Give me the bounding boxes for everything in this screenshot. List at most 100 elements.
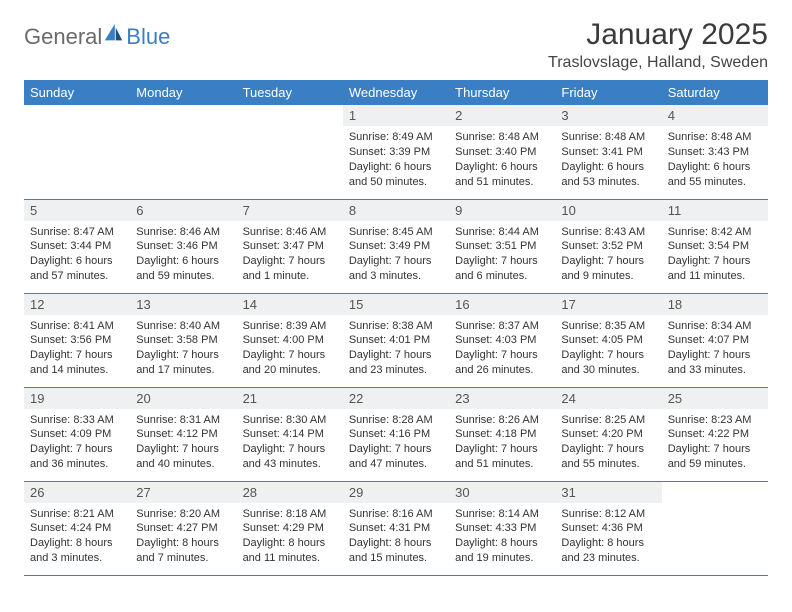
empty-cell [662,481,768,575]
day-cell: 19Sunrise: 8:33 AMSunset: 4:09 PMDayligh… [24,387,130,481]
sunrise-text: Sunrise: 8:40 AM [136,319,230,334]
sunrise-text: Sunrise: 8:45 AM [349,225,443,240]
day-number: 9 [449,200,555,221]
day-body: Sunrise: 8:33 AMSunset: 4:09 PMDaylight:… [24,409,130,476]
sail-icon [102,22,124,44]
day-body: Sunrise: 8:40 AMSunset: 3:58 PMDaylight:… [130,315,236,382]
day-number: 4 [662,105,768,126]
day-cell: 20Sunrise: 8:31 AMSunset: 4:12 PMDayligh… [130,387,236,481]
day-cell: 23Sunrise: 8:26 AMSunset: 4:18 PMDayligh… [449,387,555,481]
sunset-text: Sunset: 4:27 PM [136,521,230,536]
daylight-text: and 6 minutes. [455,269,549,284]
sunset-text: Sunset: 3:43 PM [668,145,762,160]
day-cell: 4Sunrise: 8:48 AMSunset: 3:43 PMDaylight… [662,105,768,199]
day-cell: 17Sunrise: 8:35 AMSunset: 4:05 PMDayligh… [555,293,661,387]
day-cell: 28Sunrise: 8:18 AMSunset: 4:29 PMDayligh… [237,481,343,575]
sunrise-text: Sunrise: 8:48 AM [455,130,549,145]
day-number: 19 [24,388,130,409]
daylight-text: and 20 minutes. [243,363,337,378]
sunset-text: Sunset: 4:29 PM [243,521,337,536]
day-cell: 30Sunrise: 8:14 AMSunset: 4:33 PMDayligh… [449,481,555,575]
sunset-text: Sunset: 3:40 PM [455,145,549,160]
day-cell: 18Sunrise: 8:34 AMSunset: 4:07 PMDayligh… [662,293,768,387]
daylight-text: Daylight: 7 hours [668,348,762,363]
daylight-text: Daylight: 8 hours [30,536,124,551]
daylight-text: Daylight: 6 hours [455,160,549,175]
weekday-header: Saturday [662,80,768,105]
sunset-text: Sunset: 3:56 PM [30,333,124,348]
sunset-text: Sunset: 4:09 PM [30,427,124,442]
week-row: 12Sunrise: 8:41 AMSunset: 3:56 PMDayligh… [24,293,768,387]
day-body: Sunrise: 8:46 AMSunset: 3:46 PMDaylight:… [130,221,236,288]
daylight-text: Daylight: 7 hours [243,254,337,269]
daylight-text: and 23 minutes. [561,551,655,566]
sunrise-text: Sunrise: 8:39 AM [243,319,337,334]
daylight-text: Daylight: 7 hours [30,348,124,363]
calendar-body: 1Sunrise: 8:49 AMSunset: 3:39 PMDaylight… [24,105,768,575]
sunset-text: Sunset: 4:33 PM [455,521,549,536]
sunrise-text: Sunrise: 8:42 AM [668,225,762,240]
day-number: 11 [662,200,768,221]
day-number: 24 [555,388,661,409]
daylight-text: and 11 minutes. [668,269,762,284]
day-cell: 15Sunrise: 8:38 AMSunset: 4:01 PMDayligh… [343,293,449,387]
daylight-text: Daylight: 8 hours [349,536,443,551]
sunrise-text: Sunrise: 8:47 AM [30,225,124,240]
daylight-text: and 3 minutes. [30,551,124,566]
sunset-text: Sunset: 4:16 PM [349,427,443,442]
day-number: 7 [237,200,343,221]
sunset-text: Sunset: 4:22 PM [668,427,762,442]
day-body: Sunrise: 8:39 AMSunset: 4:00 PMDaylight:… [237,315,343,382]
daylight-text: and 17 minutes. [136,363,230,378]
weekday-row: Sunday Monday Tuesday Wednesday Thursday… [24,80,768,105]
sunrise-text: Sunrise: 8:21 AM [30,507,124,522]
sunrise-text: Sunrise: 8:38 AM [349,319,443,334]
day-number: 5 [24,200,130,221]
daylight-text: and 51 minutes. [455,175,549,190]
day-number: 1 [343,105,449,126]
daylight-text: and 47 minutes. [349,457,443,472]
daylight-text: and 55 minutes. [561,457,655,472]
daylight-text: Daylight: 7 hours [136,348,230,363]
daylight-text: and 30 minutes. [561,363,655,378]
daylight-text: and 26 minutes. [455,363,549,378]
day-cell: 22Sunrise: 8:28 AMSunset: 4:16 PMDayligh… [343,387,449,481]
sunset-text: Sunset: 3:47 PM [243,239,337,254]
daylight-text: Daylight: 7 hours [561,254,655,269]
daylight-text: and 57 minutes. [30,269,124,284]
daylight-text: Daylight: 6 hours [668,160,762,175]
sunrise-text: Sunrise: 8:31 AM [136,413,230,428]
day-cell: 11Sunrise: 8:42 AMSunset: 3:54 PMDayligh… [662,199,768,293]
day-cell: 6Sunrise: 8:46 AMSunset: 3:46 PMDaylight… [130,199,236,293]
day-body: Sunrise: 8:48 AMSunset: 3:43 PMDaylight:… [662,126,768,193]
day-cell: 14Sunrise: 8:39 AMSunset: 4:00 PMDayligh… [237,293,343,387]
empty-cell [130,105,236,199]
day-number: 23 [449,388,555,409]
day-number: 26 [24,482,130,503]
daylight-text: Daylight: 6 hours [561,160,655,175]
day-number: 13 [130,294,236,315]
day-cell: 1Sunrise: 8:49 AMSunset: 3:39 PMDaylight… [343,105,449,199]
day-number: 20 [130,388,236,409]
daylight-text: Daylight: 6 hours [30,254,124,269]
sunset-text: Sunset: 4:24 PM [30,521,124,536]
day-number: 12 [24,294,130,315]
weekday-header: Friday [555,80,661,105]
daylight-text: and 59 minutes. [136,269,230,284]
day-number: 6 [130,200,236,221]
sunrise-text: Sunrise: 8:37 AM [455,319,549,334]
sunset-text: Sunset: 3:44 PM [30,239,124,254]
daylight-text: Daylight: 7 hours [455,442,549,457]
daylight-text: Daylight: 7 hours [349,254,443,269]
logo: General Blue [24,18,170,50]
sunset-text: Sunset: 4:36 PM [561,521,655,536]
day-number: 2 [449,105,555,126]
daylight-text: and 15 minutes. [349,551,443,566]
daylight-text: and 50 minutes. [349,175,443,190]
sunset-text: Sunset: 4:05 PM [561,333,655,348]
month-title: January 2025 [548,18,768,52]
day-number: 3 [555,105,661,126]
daylight-text: Daylight: 7 hours [561,442,655,457]
day-body: Sunrise: 8:14 AMSunset: 4:33 PMDaylight:… [449,503,555,570]
day-body: Sunrise: 8:18 AMSunset: 4:29 PMDaylight:… [237,503,343,570]
